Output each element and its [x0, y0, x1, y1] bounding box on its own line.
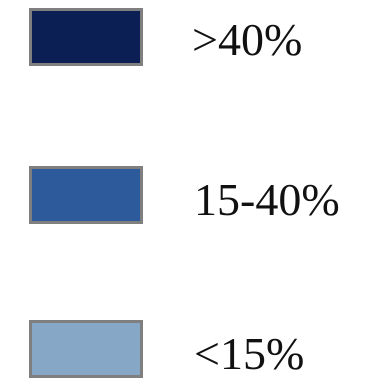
- legend-swatch-high: [29, 8, 143, 66]
- legend-item-low: <15%: [0, 318, 374, 388]
- legend-swatch-low: [29, 320, 143, 378]
- legend-label-medium: 15-40%: [194, 174, 340, 225]
- legend-swatch-medium: [29, 166, 143, 224]
- legend-item-high: >40%: [0, 6, 374, 76]
- legend-item-medium: 15-40%: [0, 164, 374, 234]
- legend-label-low: <15%: [194, 328, 305, 379]
- legend: >40% 15-40% <15%: [0, 6, 374, 379]
- legend-label-high: >40%: [192, 14, 303, 65]
